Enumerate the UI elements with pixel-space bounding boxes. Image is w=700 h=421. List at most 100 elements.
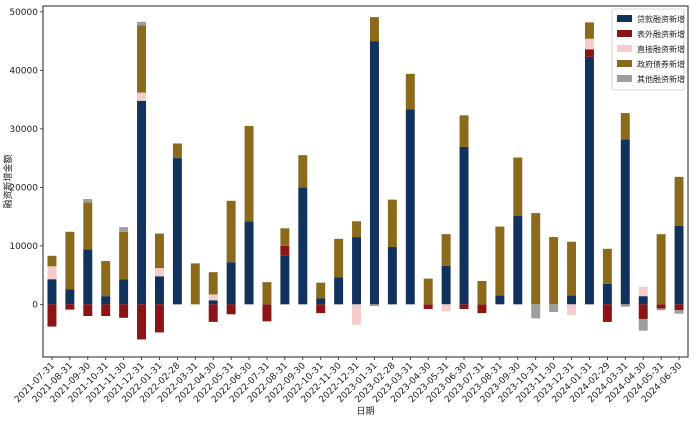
bar-s4-2024-06-30[interactable] bbox=[674, 310, 684, 314]
bar-s4-2021-11-30[interactable] bbox=[119, 227, 129, 232]
bar-s3-2023-09-30[interactable] bbox=[513, 157, 523, 217]
bar-s0-2024-06-30[interactable] bbox=[674, 225, 684, 305]
bar-s0-2023-12-31[interactable] bbox=[567, 295, 577, 305]
bar-s1-2023-07-31[interactable] bbox=[477, 304, 487, 314]
bar-s0-2021-07-31[interactable] bbox=[47, 279, 57, 305]
bar-s0-2023-08-31[interactable] bbox=[495, 295, 505, 305]
bar-s0-2022-09-30[interactable] bbox=[298, 187, 308, 305]
bar-s0-2022-11-30[interactable] bbox=[334, 277, 344, 305]
bar-s2-2021-12-31[interactable] bbox=[137, 92, 147, 101]
bar-s3-2022-10-31[interactable] bbox=[316, 282, 326, 299]
bar-s3-2022-12-31[interactable] bbox=[352, 221, 362, 238]
bar-s1-2021-09-30[interactable] bbox=[83, 304, 93, 317]
bar-s3-2024-06-30[interactable] bbox=[674, 176, 684, 226]
bar-s1-2022-08-31[interactable] bbox=[280, 245, 290, 256]
bar-s0-2022-12-31[interactable] bbox=[352, 237, 362, 305]
bar-s2-2021-07-31[interactable] bbox=[47, 266, 57, 280]
bar-s1-2023-06-30[interactable] bbox=[459, 304, 469, 310]
bar-s1-2021-12-31[interactable] bbox=[137, 304, 147, 340]
bar-s1-2021-10-31[interactable] bbox=[101, 304, 111, 317]
bar-s0-2023-09-30[interactable] bbox=[513, 216, 523, 305]
bar-s4-2021-09-30[interactable] bbox=[83, 199, 93, 203]
bar-s0-2021-08-31[interactable] bbox=[65, 289, 75, 305]
bar-s3-2024-05-31[interactable] bbox=[656, 234, 666, 305]
bar-s1-2024-05-31[interactable] bbox=[656, 304, 666, 309]
bar-s3-2023-05-31[interactable] bbox=[441, 234, 451, 266]
bar-s1-2024-04-30[interactable] bbox=[638, 304, 648, 319]
bar-s4-2024-03-31[interactable] bbox=[620, 304, 630, 307]
bar-s3-2023-03-31[interactable] bbox=[405, 73, 415, 110]
bar-s3-2022-07-31[interactable] bbox=[262, 282, 272, 305]
bar-s3-2023-08-31[interactable] bbox=[495, 226, 505, 296]
bar-s3-2022-03-31[interactable] bbox=[190, 263, 200, 305]
bar-s1-2022-10-31[interactable] bbox=[316, 304, 326, 314]
bar-s0-2022-02-28[interactable] bbox=[172, 158, 182, 305]
bar-s4-2024-04-30[interactable] bbox=[638, 318, 648, 331]
bar-s2-2022-04-30[interactable] bbox=[208, 294, 218, 301]
bar-s3-2022-04-30[interactable] bbox=[208, 272, 218, 295]
bar-s3-2022-06-30[interactable] bbox=[244, 125, 254, 222]
bar-s2-2022-01-31[interactable] bbox=[154, 268, 164, 277]
bar-s2-2024-04-30[interactable] bbox=[638, 286, 648, 297]
bar-s0-2023-06-30[interactable] bbox=[459, 146, 469, 305]
bar-s3-2023-06-30[interactable] bbox=[459, 115, 469, 147]
bar-s2-2022-12-31[interactable] bbox=[352, 304, 362, 325]
bar-s0-2023-02-28[interactable] bbox=[387, 247, 397, 305]
bar-s3-2022-01-31[interactable] bbox=[154, 233, 164, 269]
bar-s3-2023-01-31[interactable] bbox=[369, 17, 379, 42]
bar-s0-2021-09-30[interactable] bbox=[83, 249, 93, 305]
bar-s4-2024-05-31[interactable] bbox=[656, 308, 666, 311]
bar-s3-2022-08-31[interactable] bbox=[280, 228, 290, 246]
bar-s3-2021-08-31[interactable] bbox=[65, 231, 75, 290]
bar-s1-2023-04-30[interactable] bbox=[423, 304, 433, 310]
bar-s0-2022-01-31[interactable] bbox=[154, 276, 164, 305]
bar-s0-2021-11-30[interactable] bbox=[119, 279, 129, 305]
bar-s3-2021-09-30[interactable] bbox=[83, 202, 93, 250]
bar-s4-2023-01-31[interactable] bbox=[369, 304, 379, 307]
bar-s1-2024-06-30[interactable] bbox=[674, 304, 684, 311]
bar-s4-2023-11-30[interactable] bbox=[549, 304, 559, 312]
bar-s3-2021-12-31[interactable] bbox=[137, 25, 147, 93]
bar-s0-2021-10-31[interactable] bbox=[101, 296, 111, 305]
bar-s2-2023-05-31[interactable] bbox=[441, 304, 451, 312]
bar-s3-2024-03-31[interactable] bbox=[620, 113, 630, 140]
bar-s0-2023-01-31[interactable] bbox=[369, 41, 379, 305]
bar-s1-2021-08-31[interactable] bbox=[65, 304, 75, 310]
bar-s0-2022-10-31[interactable] bbox=[316, 298, 326, 305]
bar-s2-2023-12-31[interactable] bbox=[567, 304, 577, 315]
bar-s1-2022-05-31[interactable] bbox=[226, 304, 236, 315]
bar-s3-2022-09-30[interactable] bbox=[298, 155, 308, 188]
bar-s0-2022-06-30[interactable] bbox=[244, 221, 254, 305]
bar-s3-2023-07-31[interactable] bbox=[477, 280, 487, 305]
bar-s1-2022-01-31[interactable] bbox=[154, 304, 164, 333]
bar-s0-2024-04-30[interactable] bbox=[638, 296, 648, 305]
bar-s0-2024-02-29[interactable] bbox=[602, 283, 612, 305]
bar-s1-2021-07-31[interactable] bbox=[47, 304, 57, 327]
bar-s3-2021-11-30[interactable] bbox=[119, 231, 129, 280]
bar-s0-2022-05-31[interactable] bbox=[226, 262, 236, 305]
bar-s1-2022-04-30[interactable] bbox=[208, 304, 218, 322]
bar-s3-2023-04-30[interactable] bbox=[423, 278, 433, 305]
bar-s0-2024-01-31[interactable] bbox=[584, 56, 594, 305]
bar-s0-2021-12-31[interactable] bbox=[137, 100, 147, 305]
bar-s0-2023-03-31[interactable] bbox=[405, 109, 415, 305]
bar-s2-2024-01-31[interactable] bbox=[584, 38, 594, 50]
bar-s1-2024-02-29[interactable] bbox=[602, 304, 612, 322]
bar-s0-2023-05-31[interactable] bbox=[441, 265, 451, 305]
bar-s3-2022-05-31[interactable] bbox=[226, 200, 236, 263]
bar-s3-2024-02-29[interactable] bbox=[602, 248, 612, 284]
bar-s0-2022-08-31[interactable] bbox=[280, 255, 290, 305]
bar-s0-2022-04-30[interactable] bbox=[208, 300, 218, 305]
bar-s4-2021-12-31[interactable] bbox=[137, 21, 147, 26]
bar-s3-2023-11-30[interactable] bbox=[549, 237, 559, 305]
bar-s3-2024-01-31[interactable] bbox=[584, 22, 594, 39]
bar-s1-2021-11-30[interactable] bbox=[119, 304, 129, 318]
bar-s3-2023-10-31[interactable] bbox=[531, 213, 541, 305]
bar-s0-2024-03-31[interactable] bbox=[620, 139, 630, 305]
bar-s3-2022-02-28[interactable] bbox=[172, 143, 182, 159]
bar-s1-2024-01-31[interactable] bbox=[584, 49, 594, 57]
bar-s3-2023-12-31[interactable] bbox=[567, 241, 577, 296]
bar-s3-2022-11-30[interactable] bbox=[334, 238, 344, 278]
bar-s4-2023-10-31[interactable] bbox=[531, 304, 541, 319]
bar-s3-2021-10-31[interactable] bbox=[101, 261, 111, 297]
